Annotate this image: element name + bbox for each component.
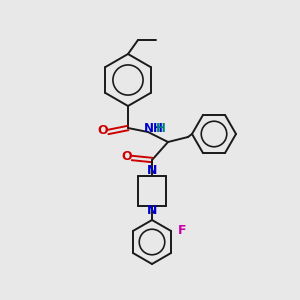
Text: N: N xyxy=(147,164,157,178)
Text: N: N xyxy=(147,205,157,218)
Text: F: F xyxy=(178,224,186,238)
Text: O: O xyxy=(122,151,132,164)
Text: NH: NH xyxy=(144,122,164,134)
Text: H: H xyxy=(156,122,166,134)
Text: O: O xyxy=(98,124,108,137)
